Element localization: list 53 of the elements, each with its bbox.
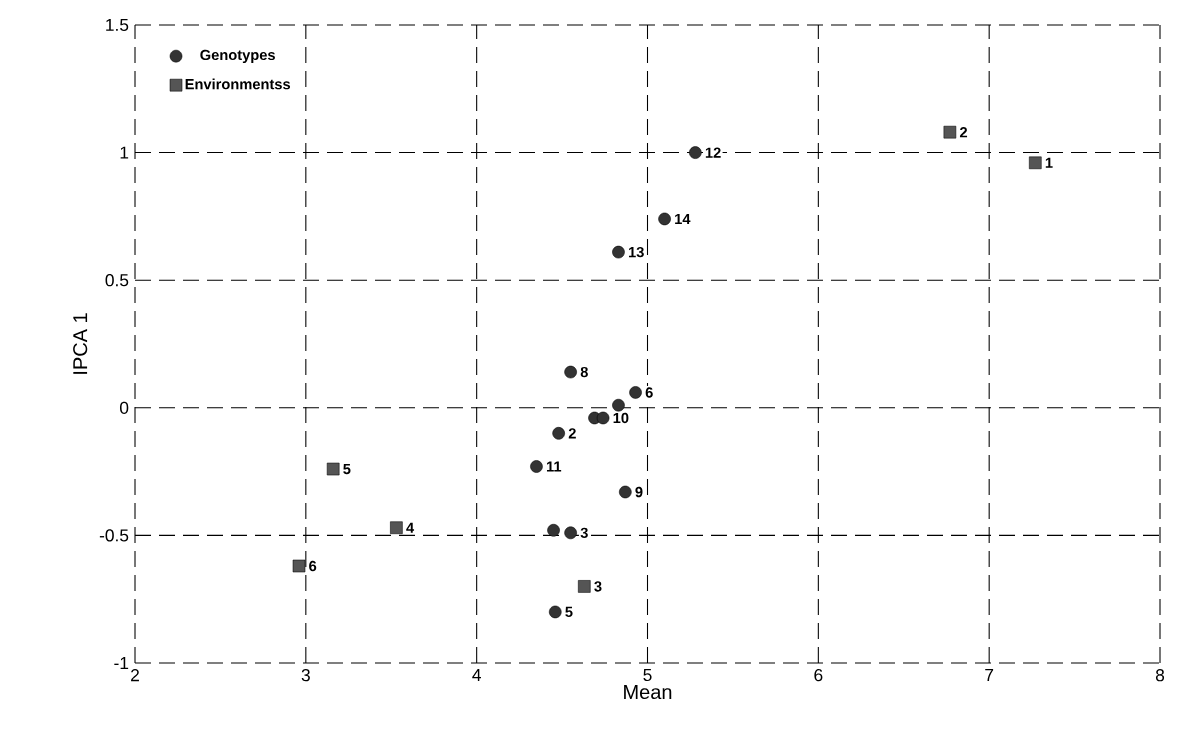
x-tick-label: 4 <box>472 669 481 681</box>
y-tick-label: 1 <box>120 146 129 159</box>
annotation: 6 <box>645 387 653 398</box>
point <box>547 524 560 537</box>
annotation: 10 <box>613 412 629 424</box>
point <box>619 485 632 499</box>
annotation: 11 <box>546 461 562 472</box>
annotation: 12 <box>705 147 721 158</box>
y-axis-title: IPCA 1 <box>73 313 88 374</box>
y-tick-label: -1 <box>114 657 129 669</box>
annotation: 2 <box>959 127 968 138</box>
point <box>326 462 340 476</box>
y-tick-label: 0.5 <box>105 274 129 287</box>
y-tick-label: 0 <box>119 401 129 414</box>
point <box>548 605 562 619</box>
point <box>658 212 671 226</box>
annotation: 3 <box>594 581 602 592</box>
point <box>629 386 642 399</box>
x-tick-label: 5 <box>643 669 652 682</box>
annotation: 13 <box>628 246 644 258</box>
point <box>689 146 702 159</box>
annotation: 2 <box>568 428 576 439</box>
point <box>612 398 625 412</box>
point <box>552 427 565 440</box>
point <box>390 521 403 534</box>
annotation: 14 <box>675 213 691 224</box>
legend-label: Genotypes <box>200 49 275 63</box>
legend-label: Environmentss <box>185 78 291 90</box>
annotation: 4 <box>406 522 415 533</box>
annotation: 9 <box>635 486 643 498</box>
point <box>1029 156 1042 170</box>
annotation: 5 <box>343 463 351 475</box>
point <box>612 245 625 259</box>
point <box>578 580 591 593</box>
y-tick-label: -0.5 <box>99 529 129 542</box>
point <box>943 125 957 139</box>
point <box>564 526 577 540</box>
annotation: 3 <box>580 527 588 539</box>
annotation: 1 <box>1045 157 1053 168</box>
x-tick-label: 8 <box>1155 669 1165 682</box>
x-axis-title: Mean <box>624 685 672 700</box>
y-tick-label: 1.5 <box>106 18 129 32</box>
point <box>596 411 610 425</box>
x-tick-label: 7 <box>985 669 994 681</box>
point <box>530 460 543 473</box>
point <box>564 365 577 379</box>
x-tick-label: 3 <box>301 669 310 682</box>
annotation: 5 <box>565 606 573 618</box>
point <box>292 559 306 573</box>
annotation: 8 <box>580 366 588 378</box>
x-tick-label: 6 <box>814 669 823 682</box>
annotation: 6 <box>309 560 317 572</box>
x-tick-label: 2 <box>131 669 139 682</box>
